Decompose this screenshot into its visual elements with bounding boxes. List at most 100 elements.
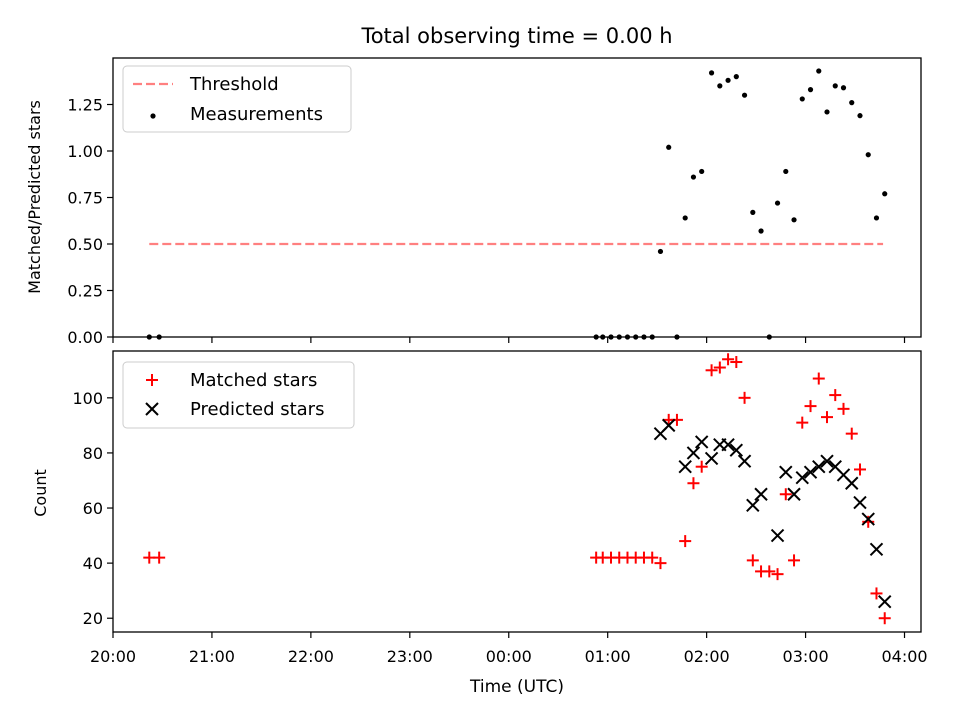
measurement-point — [873, 215, 880, 221]
measurement-point — [758, 228, 764, 234]
measurement-point — [682, 215, 688, 221]
count-legend: Matched stars Predicted stars — [122, 361, 355, 429]
ratio-y-tick-label: 0.00 — [67, 328, 103, 347]
matched-star-point — [153, 551, 166, 564]
predicted-star-point — [686, 446, 701, 460]
ratio-legend: Threshold Measurements — [122, 65, 352, 133]
count-x-tick-label: 04:00 — [881, 647, 927, 666]
count-x-tick-label: 21:00 — [189, 647, 235, 666]
measurement-point — [799, 96, 805, 102]
predicted-star-point — [787, 487, 801, 501]
predicted-star-point — [878, 594, 892, 609]
measurement-point — [708, 70, 715, 76]
count-y-tick-label: 80 — [83, 444, 103, 463]
matched-star-point — [705, 364, 718, 377]
measurement-point — [666, 144, 672, 150]
count-x-ticks: 20:00 21:00 22:00 23:00 00:00 01:00 02:00 03:00… — [90, 632, 928, 666]
matched-star-point — [687, 477, 700, 490]
ratio-legend-box — [122, 65, 352, 133]
ratio-plot-frame — [112, 57, 922, 338]
matched-star-point — [779, 488, 792, 501]
legend-threshold-label: Threshold — [189, 74, 279, 95]
predicted-star-point — [746, 498, 760, 512]
predicted-star-point — [661, 418, 676, 433]
predicted-star-point — [721, 437, 735, 452]
count-plot-frame — [112, 350, 922, 633]
predicted-star-point — [803, 465, 818, 479]
count-y-tick-label: 100 — [72, 389, 103, 408]
legend-matched-swatch — [146, 374, 158, 386]
measurement-point — [733, 74, 739, 80]
ratio-panel-title: Total observing time = 0.00 h — [360, 24, 672, 48]
ratio-y-tick-label: 0.50 — [67, 235, 103, 254]
measurement-point — [791, 217, 797, 223]
measurement-point — [807, 87, 814, 93]
measurement-point — [774, 200, 781, 206]
predicted-star-point — [845, 476, 859, 490]
ratio-y-axis-label: Matched/Predicted stars — [25, 100, 44, 294]
predicted-star-point — [861, 512, 875, 526]
ratio-x-ticks — [112, 337, 906, 343]
count-y-tick-label: 60 — [83, 499, 103, 518]
matched-star-point — [878, 612, 891, 625]
measurement-point — [741, 92, 748, 98]
measurement-point — [865, 152, 871, 158]
measurement-point — [690, 174, 697, 180]
legend-measurements-swatch — [150, 113, 156, 119]
matched-star-point — [804, 400, 817, 413]
predicted-star-point — [694, 435, 709, 449]
predicted-star-point — [737, 454, 752, 468]
matched-star-point — [821, 411, 834, 424]
matched-star-point — [837, 402, 850, 415]
count-x-tick-label: 02:00 — [684, 647, 730, 666]
predicted-star-point — [704, 451, 719, 466]
measurement-point — [725, 77, 731, 83]
predicted-star-point — [779, 465, 793, 479]
matched-star-point — [771, 568, 784, 581]
measurement-point — [699, 168, 705, 175]
matched-star-point — [870, 587, 883, 600]
predicted-star-point — [795, 471, 809, 485]
measurement-point — [832, 83, 838, 89]
legend-predicted-label: Predicted stars — [190, 399, 324, 420]
predicted-star-points — [653, 418, 892, 609]
measurement-point — [849, 100, 855, 106]
count-y-tick-label: 40 — [83, 554, 103, 573]
measurement-point — [882, 191, 888, 197]
measurement-point — [816, 68, 822, 74]
matched-star-point — [763, 565, 776, 578]
measurement-point — [840, 85, 847, 91]
measurement-point — [717, 83, 723, 89]
ratio-y-tick-label: 0.25 — [67, 282, 103, 301]
count-y-ticks: 20 40 60 80 100 — [72, 389, 113, 628]
matched-star-point — [646, 551, 659, 564]
predicted-star-point — [869, 542, 884, 557]
measurement-point — [750, 209, 756, 215]
legend-predicted-swatch — [145, 402, 159, 416]
matched-star-point — [679, 535, 692, 548]
matched-star-point — [796, 416, 809, 429]
count-x-tick-label: 22:00 — [288, 647, 334, 666]
count-legend-box — [122, 361, 355, 429]
count-x-tick-label: 01:00 — [585, 647, 631, 666]
matched-star-point — [654, 557, 667, 570]
matched-star-point — [853, 463, 866, 476]
count-x-tick-label: 00:00 — [486, 647, 532, 666]
ratio-panel: Total observing time = 0.00 h Matched/Pr… — [25, 24, 922, 347]
predicted-star-point — [678, 459, 692, 474]
ratio-y-ticks: 0.00 0.25 0.50 0.75 1.00 1.25 — [67, 96, 113, 347]
matched-star-points — [143, 353, 891, 625]
legend-matched-label: Matched stars — [190, 370, 317, 391]
count-x-tick-label: 20:00 — [90, 647, 136, 666]
matched-star-point — [722, 353, 735, 366]
predicted-star-point — [820, 454, 834, 468]
time-x-axis-label: Time (UTC) — [469, 677, 564, 697]
matched-star-point — [746, 554, 759, 567]
matched-star-point — [738, 391, 751, 404]
ratio-y-tick-label: 1.00 — [67, 142, 103, 161]
measurement-point — [783, 168, 789, 175]
predicted-star-point — [853, 495, 867, 510]
count-x-tick-label: 23:00 — [387, 647, 433, 666]
